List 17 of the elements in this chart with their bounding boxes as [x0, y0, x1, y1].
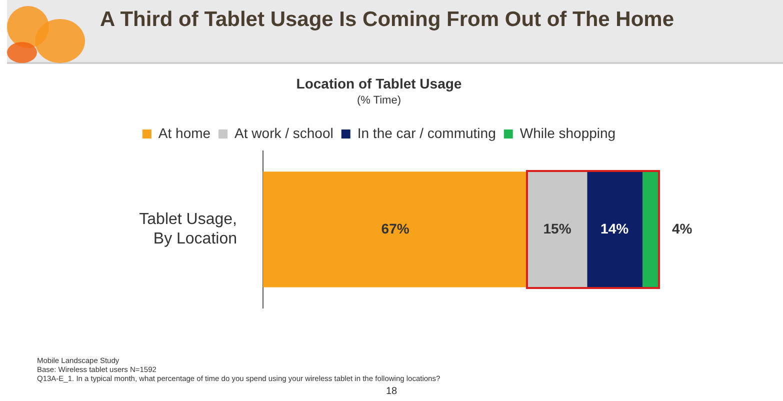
- text: A Third of Tablet Usage Is Coming From Out of The Home: [100, 7, 676, 32]
- legend-label: At home: [158, 124, 211, 141]
- text: 18: [384, 386, 398, 397]
- chart-subtitle: (% Time): [357, 94, 401, 106]
- data-label: 4%: [672, 220, 693, 236]
- y-tick-label: Tablet Usage, By Location: [139, 211, 237, 248]
- data-label: 15%: [543, 220, 572, 236]
- bar: [527, 172, 588, 288]
- bar: [586, 172, 643, 288]
- data-label: 67%: [381, 220, 410, 236]
- bar: [263, 172, 528, 288]
- chart-title: Location of Tablet Usage: [296, 75, 462, 92]
- legend-label: In the car / commuting: [357, 124, 496, 141]
- data-label: 14%: [600, 220, 630, 236]
- legend-label: While shopping: [520, 124, 616, 141]
- bar: [642, 172, 658, 288]
- legend-label: At work / school: [234, 124, 334, 141]
